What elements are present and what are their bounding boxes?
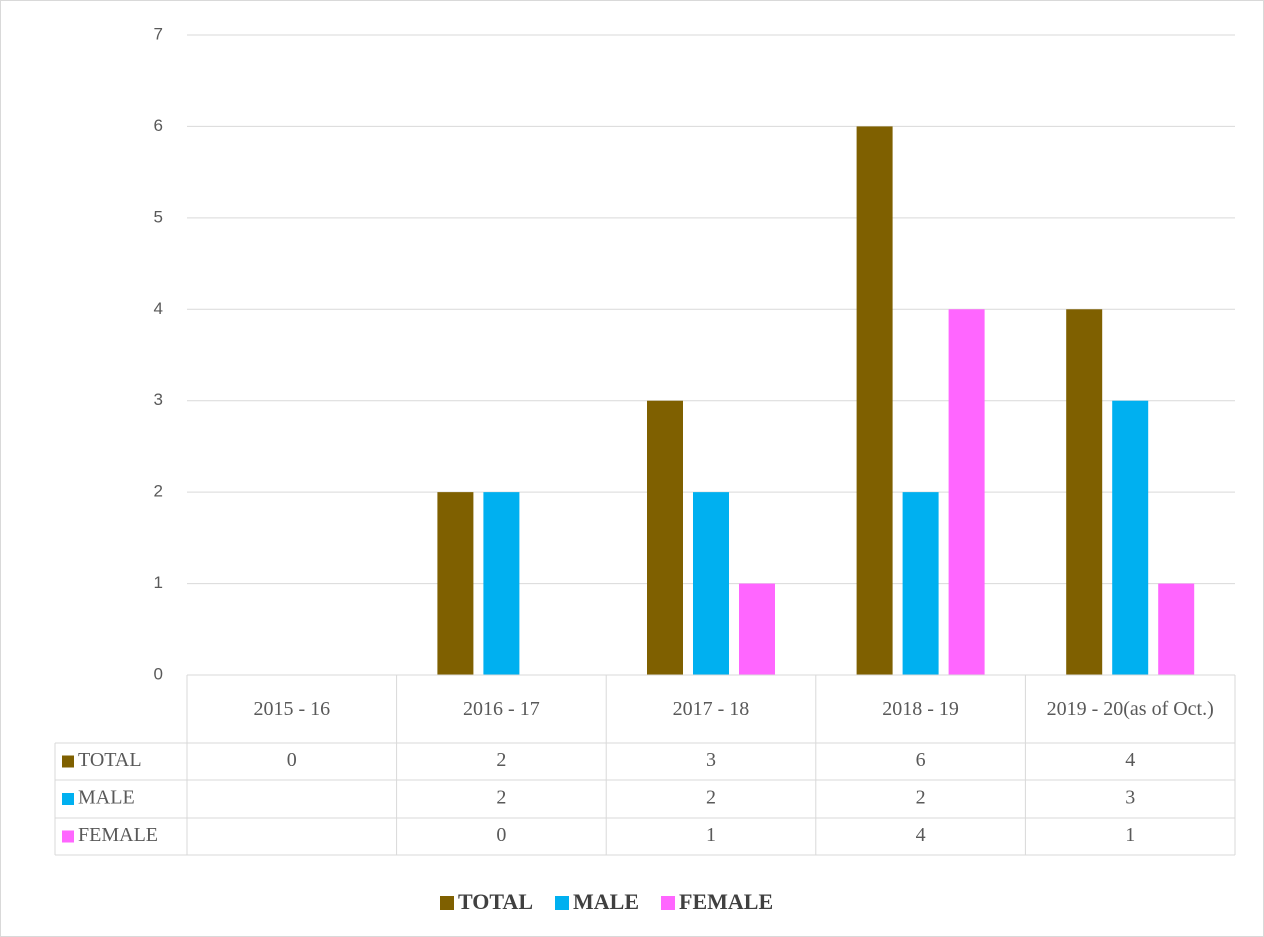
x-tick-label: 2016 - 17 [401, 677, 603, 741]
table-value: 4 [1125, 749, 1135, 771]
x-tick-label: 2015 - 16 [191, 677, 393, 741]
table-value: 0 [287, 749, 297, 771]
table-row-label: TOTAL [78, 749, 142, 771]
y-tick-label: 2 [154, 482, 163, 501]
x-tick-cell: 2016 - 17 [401, 677, 603, 741]
table-value: 2 [706, 787, 716, 809]
legend-key [62, 831, 74, 843]
table-row-label: FEMALE [78, 824, 158, 846]
table-value: 2 [496, 787, 506, 809]
x-tick-cell: 2017 - 18 [610, 677, 812, 741]
legend-swatch [661, 896, 675, 910]
table-value: 4 [916, 824, 926, 846]
bar [1066, 309, 1102, 675]
legend-swatch [440, 896, 454, 910]
x-tick-cell: 2019 - 20(as of Oct.) [1029, 677, 1231, 741]
table-value: 0 [496, 824, 506, 846]
table-value: 3 [706, 749, 716, 771]
bar [437, 492, 473, 675]
x-tick-cell: 2015 - 16 [191, 677, 393, 741]
legend-label: FEMALE [679, 889, 773, 914]
x-tick-label: 2019 - 20(as of Oct.) [1029, 677, 1231, 741]
bar [739, 584, 775, 675]
y-tick-label: 1 [154, 573, 163, 592]
y-tick-label: 5 [154, 207, 163, 226]
chart: 0 1 2 3 4 5 6 7 2015 - 162016 - 172017 - 182018 … [0, 0, 1264, 937]
table-value: 1 [1125, 824, 1135, 846]
bar [903, 492, 939, 675]
x-tick-cell: 2018 - 19 [820, 677, 1022, 741]
bar [1158, 584, 1194, 675]
legend-key [62, 793, 74, 805]
legend-label: MALE [573, 889, 639, 914]
bar [647, 401, 683, 675]
y-tick-label: 7 [154, 24, 163, 43]
x-tick-label: 2018 - 19 [820, 677, 1022, 741]
bar [693, 492, 729, 675]
y-tick-label: 6 [154, 116, 163, 135]
bar [483, 492, 519, 675]
table-row-label: MALE [78, 787, 135, 809]
table-value: 3 [1125, 787, 1135, 809]
table-value: 2 [916, 787, 926, 809]
y-tick-label: 0 [154, 664, 163, 683]
bar [1112, 401, 1148, 675]
table-value: 6 [916, 749, 926, 771]
legend-swatch [555, 896, 569, 910]
table-value: 2 [496, 749, 506, 771]
bar [857, 126, 893, 675]
x-tick-label: 2017 - 18 [610, 677, 812, 741]
y-tick-label: 3 [154, 390, 163, 409]
y-tick-label: 4 [154, 299, 163, 318]
bar [949, 309, 985, 675]
table-value: 1 [706, 824, 716, 846]
legend-key [62, 756, 74, 768]
legend-label: TOTAL [458, 889, 533, 914]
